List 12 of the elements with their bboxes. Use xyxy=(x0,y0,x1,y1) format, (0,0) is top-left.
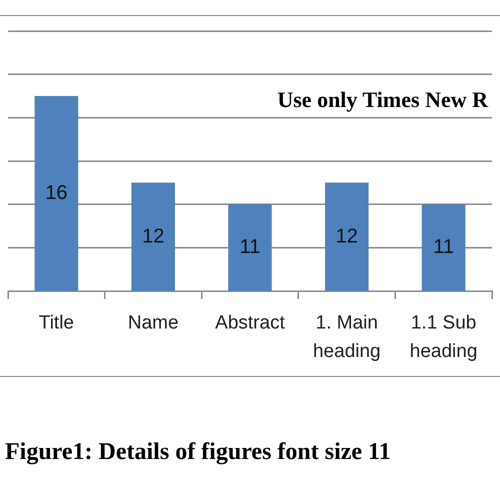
annotation: Use only Times New R xyxy=(277,86,490,112)
x-tick-label: Name xyxy=(128,312,179,334)
x-tick-label: Title xyxy=(38,312,74,334)
data-label: 12 xyxy=(336,225,358,248)
data-label: 11 xyxy=(433,236,454,258)
text: Figure1: Details of figures font size 11 xyxy=(4,439,392,466)
data-label: 16 xyxy=(45,182,68,204)
data-label: 11 xyxy=(240,236,260,258)
x-tick-label: 1. Main heading xyxy=(312,312,381,362)
x-tick-label: 1.1 Sub heading xyxy=(410,312,478,362)
x-tick-label: Abstract xyxy=(215,312,286,334)
data-label: 12 xyxy=(142,225,164,248)
